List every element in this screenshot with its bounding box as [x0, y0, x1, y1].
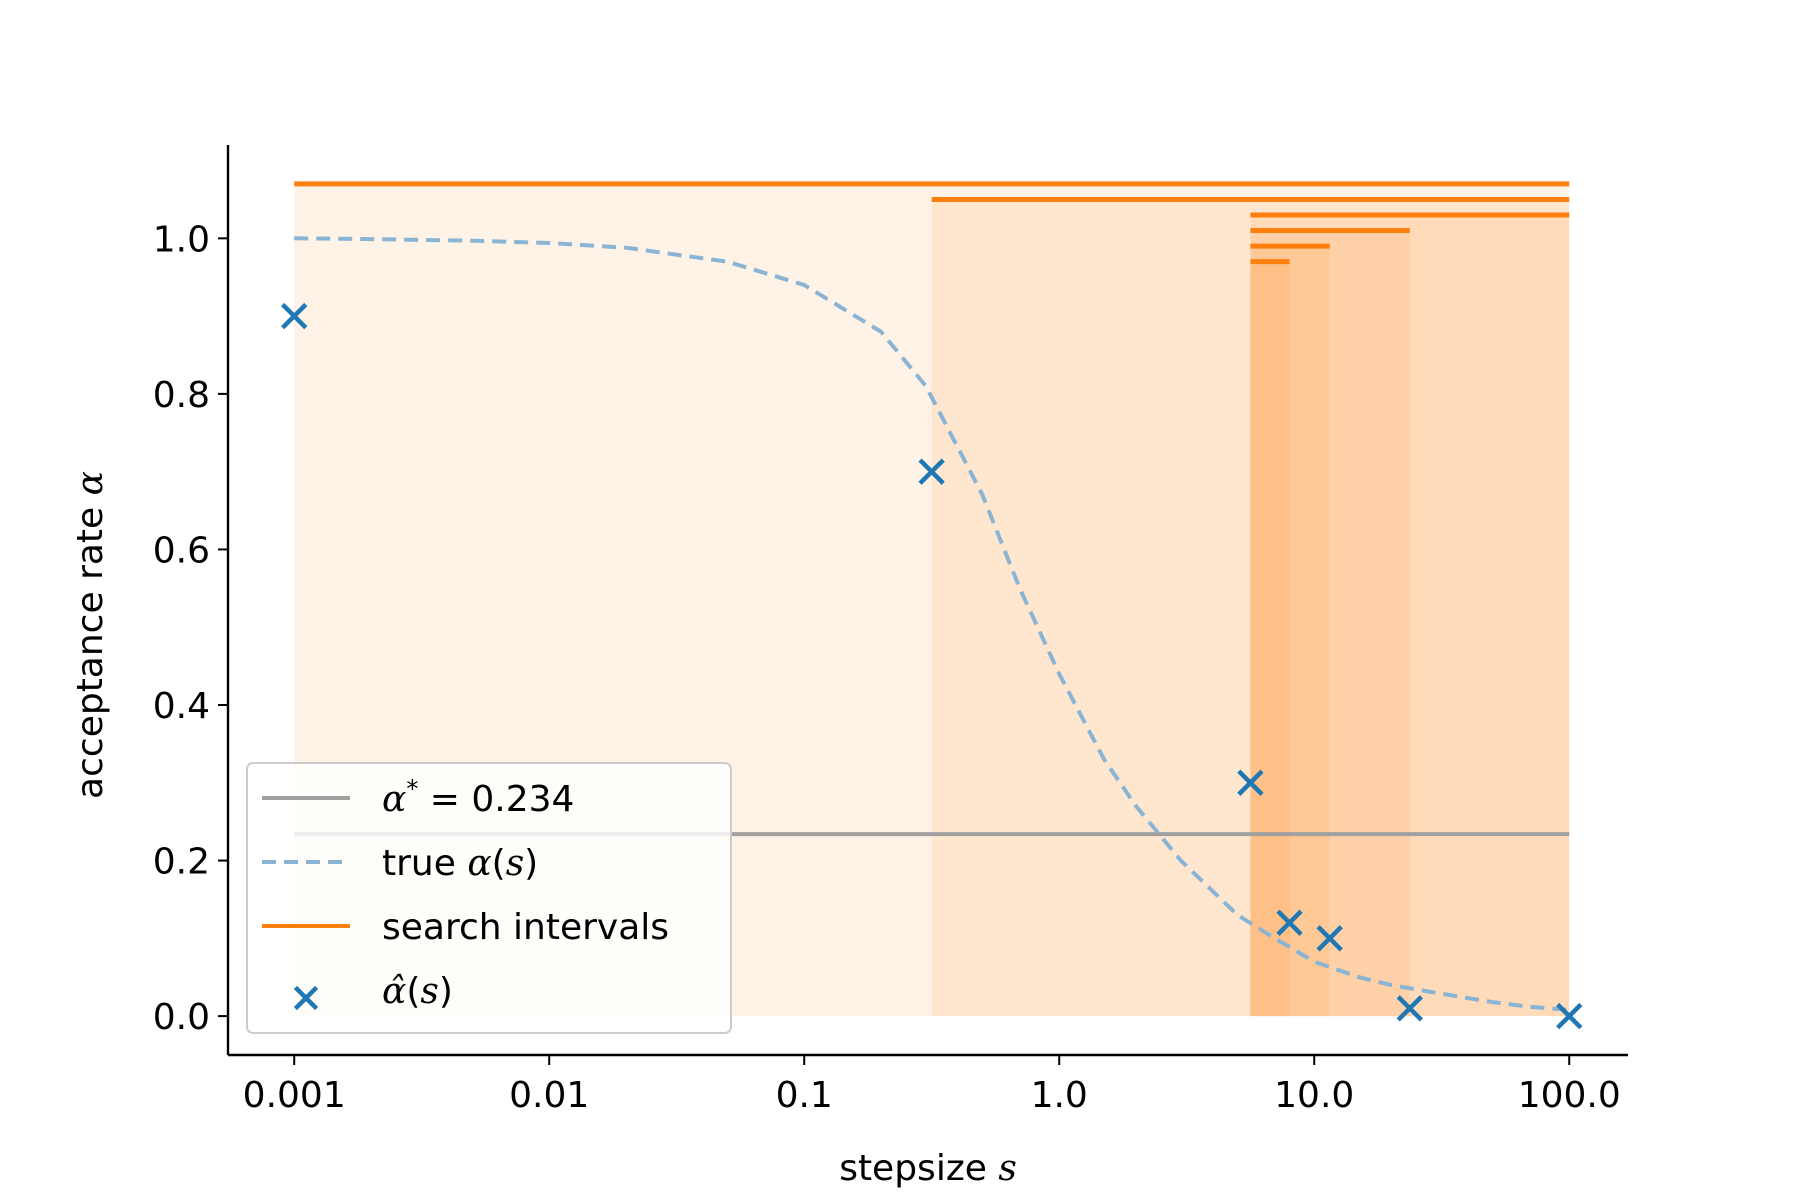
true-curve-layer	[294, 236, 1570, 1012]
legend-estimate-label: α̂(s)	[382, 971, 453, 1012]
interval-shade-6	[1250, 261, 1290, 1017]
estimate-points-layer	[281, 302, 1583, 1030]
estimate-point-1	[281, 302, 308, 330]
estimate-point-stroke	[1276, 909, 1303, 936]
estimate-point-stroke	[1316, 925, 1343, 952]
legend-intervals-label: search intervals	[382, 907, 669, 948]
legend-true-curve-label: true α(s)	[382, 843, 538, 884]
estimate-point-stroke	[281, 302, 308, 330]
estimate-point-2	[918, 458, 945, 485]
estimate-point-7	[1556, 1002, 1583, 1030]
interval-shading	[294, 183, 1570, 1017]
y-tick-label: 1.0	[153, 219, 210, 260]
x-tick-label: 0.1	[776, 1075, 833, 1116]
y-axis-ticks: 0.0 0.2 0.4 0.6 0.8 1.0	[153, 219, 228, 1038]
x-axis-label: stepsize s	[839, 1148, 1017, 1189]
estimate-point-stroke	[1556, 1002, 1583, 1030]
legend-frame	[246, 762, 732, 1034]
legend-target-label: α* = 0.234	[382, 775, 574, 820]
estimate-point-5	[1316, 925, 1343, 952]
y-tick-label: 0.0	[153, 997, 210, 1038]
interval-shade-3	[1250, 215, 1570, 1017]
estimate-point-3	[1237, 769, 1264, 796]
x-tick-label: 0.01	[509, 1075, 589, 1116]
estimate-point-4	[1276, 909, 1303, 936]
true-acceptance-curve	[294, 236, 1570, 1012]
interval-shade-4	[1250, 230, 1410, 1017]
legend-estimate-swatch	[293, 985, 319, 1011]
y-tick-label: 0.4	[153, 686, 210, 727]
y-axis-label: acceptance rate α	[70, 471, 111, 799]
legend: α* = 0.234 true α(s) search intervals α̂…	[246, 762, 732, 1034]
estimate-point-6	[1396, 995, 1423, 1022]
estimate-point-stroke	[1396, 995, 1423, 1022]
x-tick-label: 100.0	[1518, 1075, 1621, 1116]
x-tick-label: 1.0	[1031, 1075, 1088, 1116]
x-tick-label: 10.0	[1274, 1075, 1354, 1116]
interval-shade-2	[931, 199, 1570, 1017]
estimate-point-stroke	[1237, 769, 1264, 796]
x-tick-label: 0.001	[243, 1075, 346, 1116]
estimate-point-stroke	[918, 458, 945, 485]
y-tick-label: 0.6	[153, 530, 210, 571]
y-tick-label: 0.8	[153, 375, 210, 416]
x-axis-ticks: 0.001 0.01 0.1 1.0 10.0 100.0	[243, 1055, 1621, 1116]
search-intervals-layer	[294, 181, 1570, 265]
interval-shade-5	[1250, 246, 1330, 1017]
y-tick-label: 0.2	[153, 842, 210, 883]
